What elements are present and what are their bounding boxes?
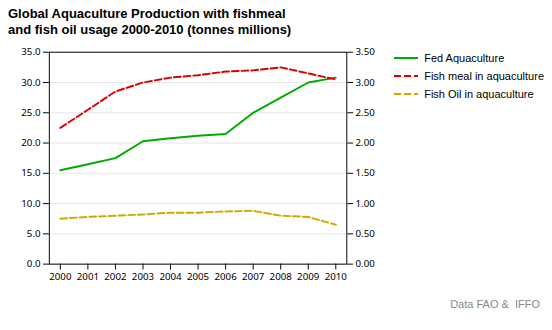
html-text:Data FAO & IFFO: Data FAO & IFFO	[450, 298, 540, 310]
svg-text:25.0: 25.0	[21, 106, 41, 119]
svg-text:0.00: 0.00	[356, 257, 376, 270]
svg-text:2009: 2009	[297, 270, 320, 283]
svg-text:15.0: 15.0	[21, 166, 41, 179]
svg-text:2008: 2008	[270, 270, 293, 283]
svg-text:2.50: 2.50	[356, 106, 376, 119]
html-text:Global Aquaculture Production: Global Aquaculture Production with fishm…	[8, 6, 286, 21]
svg-text:2007: 2007	[242, 270, 265, 283]
svg-text:2002: 2002	[104, 270, 127, 283]
html-text:Fed Aquaculture: Fed Aquaculture	[424, 52, 505, 64]
svg-text:20.0: 20.0	[21, 136, 41, 149]
svg-text:3.50: 3.50	[356, 45, 376, 58]
svg-text:1.00: 1.00	[356, 197, 376, 210]
svg-text:30.0: 30.0	[21, 76, 41, 89]
svg-text:0.50: 0.50	[356, 227, 376, 240]
html-text:and fish oil usage 2000-2010 (: and fish oil usage 2000-2010 (tonnes mil…	[8, 22, 292, 37]
svg-text:2010: 2010	[325, 270, 348, 283]
svg-text:2000: 2000	[49, 270, 72, 283]
svg-text:5.0: 5.0	[27, 227, 41, 240]
svg-text:2.00: 2.00	[356, 136, 376, 149]
html-text:Fish meal in aquaculture: Fish meal in aquaculture	[424, 70, 544, 82]
svg-text:2001: 2001	[77, 270, 99, 283]
svg-text:1.50: 1.50	[356, 166, 376, 179]
svg-text:2006: 2006	[214, 270, 237, 283]
svg-text:2003: 2003	[132, 270, 154, 283]
svg-text:2005: 2005	[187, 270, 209, 283]
svg-text:2004: 2004	[159, 270, 182, 283]
svg-text:3.00: 3.00	[356, 76, 376, 89]
html-text:Fish Oil in aquaculture: Fish Oil in aquaculture	[424, 88, 534, 100]
svg-text:35.0: 35.0	[21, 45, 41, 58]
svg-text:10.0: 10.0	[21, 197, 41, 210]
svg-text:0.0: 0.0	[27, 257, 41, 270]
